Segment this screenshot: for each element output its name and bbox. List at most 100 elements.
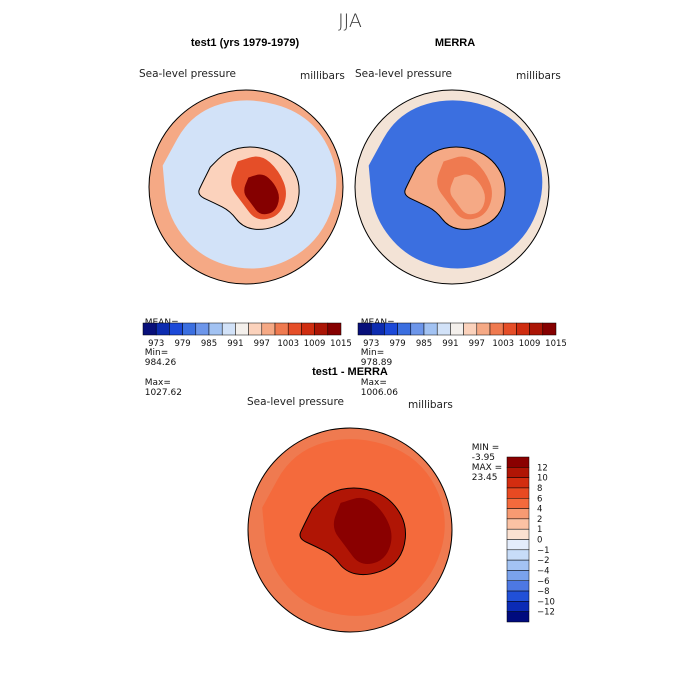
panel1-units-label: millibars [300,70,345,82]
panel3-max-value: 23.45 [471,473,498,483]
panel1-colorbar-swatch [169,322,183,336]
panel3-colorbar-swatch [506,601,530,612]
panel3-min-value: -3.95 [471,453,496,463]
panel2-colorbar-swatch [463,322,478,336]
panel1-colorbar-swatch [208,322,223,336]
panel1-colorbar-swatch [182,322,197,336]
panel2-colorbar-swatch [516,322,530,336]
panel3-colorbar-swatch [506,590,530,602]
panel2-colorbar-tick: 973 [363,339,379,349]
panel2-map [355,90,549,284]
panel1-coastline [198,146,300,230]
panel1-colorbar: 973 979 985 991 997 1003 1009 1015 [142,322,352,349]
panel3-colorbar-swatch [506,518,530,530]
panel1-colorbar-tick: 1003 [277,339,299,349]
panel2-colorbar-swatch [384,322,398,336]
panel2-colorbar: 973 979 985 991 997 1003 1009 1015 [357,322,567,349]
panel3-colorbar-swatch [506,611,530,623]
panel1-map-border [148,89,344,285]
panel1-variable-label: Sea-level pressure [139,68,237,80]
panel3-colorbar-swatch [506,508,530,520]
panel2-title: MERRA [434,37,476,49]
panel1-colorbar-swatch [248,322,263,336]
panel2-colorbar-swatch [542,322,557,336]
panel1-max-value: 1027.62 [144,388,182,398]
panel3-variable-label: Sea-level pressure [247,396,345,408]
panel1-max-label: Max= [144,378,171,388]
panel3-colorbar-swatch [506,570,530,581]
panel2-core-field [450,174,485,215]
panel3-colorbar-tick: 12 [537,463,548,473]
panel3-colorbar-tick: −1 [537,546,550,556]
panel3-map-border [247,427,453,633]
panel3-colorbar-swatch [506,549,530,561]
panel1-colorbar-swatch [314,322,329,336]
panel1-colorbar-swatch [195,322,210,336]
panel3-colorbar-tick: 6 [537,494,542,504]
figure-title: JJA [338,10,362,32]
panel2-colorbar-swatch [476,322,491,336]
panel3-map [248,428,452,632]
panel1-colorbar-swatch [261,322,276,336]
panel3-colorbar-swatch [506,456,530,468]
panel1-colorbar-tick: 979 [174,339,190,349]
panel1-colorbar-tick: 973 [148,339,164,349]
panel1-colorbar-swatch [155,322,170,336]
panel3-colorbar-swatch [506,498,530,509]
panel3-colorbar-tick: −8 [537,587,550,597]
panel1-colorbar-swatch [287,322,302,336]
panel3-max-label: MAX = [471,463,503,473]
panel2-max-value: 1006.06 [360,388,398,398]
panel3-colorbar-swatch [506,467,530,478]
panel3-colorbar-tick: 2 [537,515,542,525]
panel3-colorbar-tick: 10 [537,474,548,484]
panel3-coastline [299,487,406,576]
panel2-map-border [354,89,550,285]
panel3-colorbar-tick: 4 [537,505,542,515]
panel1-colorbar-tick: 991 [227,339,243,349]
panel2-min-value: 978.89 [360,358,393,368]
panel3-colorbar-tick: 0 [537,536,542,546]
panel3-colorbar-tick: −2 [537,556,550,566]
panel2-colorbar-swatch [502,322,517,336]
panel2-coastline [404,146,506,230]
panel3-colorbar-swatch [506,559,530,571]
panel1-colorbar-swatch [235,322,249,336]
panel1-title: test1 (yrs 1979-1979) [190,37,300,49]
panel3-colorbar-swatch [506,528,530,540]
panel2-max-label: Max= [360,378,387,388]
panel2-colorbar-tick: 997 [469,339,485,349]
panel3-colorbar-tick: 8 [537,484,542,494]
panel2-colorbar-swatch [489,322,504,336]
panel2-colorbar-swatch [436,322,451,336]
panel1-min-label: Min= [144,348,169,358]
panel1-colorbar-tick: 985 [201,339,217,349]
panel2-colorbar-swatch [397,322,412,336]
panel2-units-label: millibars [516,70,561,82]
panel1-colorbar-tick: 997 [254,339,270,349]
panel1-colorbar-swatch [274,322,289,336]
panel2-colorbar-tick: 1009 [519,339,541,349]
panel3-colorbar-swatch [506,477,530,489]
panel2-colorbar-tick: 1003 [492,339,514,349]
panel1-colorbar-tick: 1009 [304,339,326,349]
panel1-map [149,90,343,284]
panel1-core-field [244,174,279,215]
panel2-colorbar-swatch [450,322,464,336]
panel3-colorbar-swatch [506,580,530,592]
panel1-colorbar-swatch [301,322,315,336]
panel3-colorbar-swatch [506,539,530,551]
panel2-variable-label: Sea-level pressure [355,68,453,80]
panel3-colorbar-tick: −6 [537,577,550,587]
panel2-colorbar-swatch [410,322,425,336]
panel3-colorbar-tick: 1 [537,525,542,535]
panel3-colorbar-tick: −4 [537,566,550,576]
panel2-min-label: Min= [360,348,385,358]
panel2-colorbar-swatch [529,322,544,336]
panel1-colorbar-tick: 1015 [330,339,352,349]
panel3-colorbar-swatch [506,487,530,499]
panel2-colorbar-tick: 979 [389,339,405,349]
panel2-colorbar-tick: 1015 [545,339,567,349]
